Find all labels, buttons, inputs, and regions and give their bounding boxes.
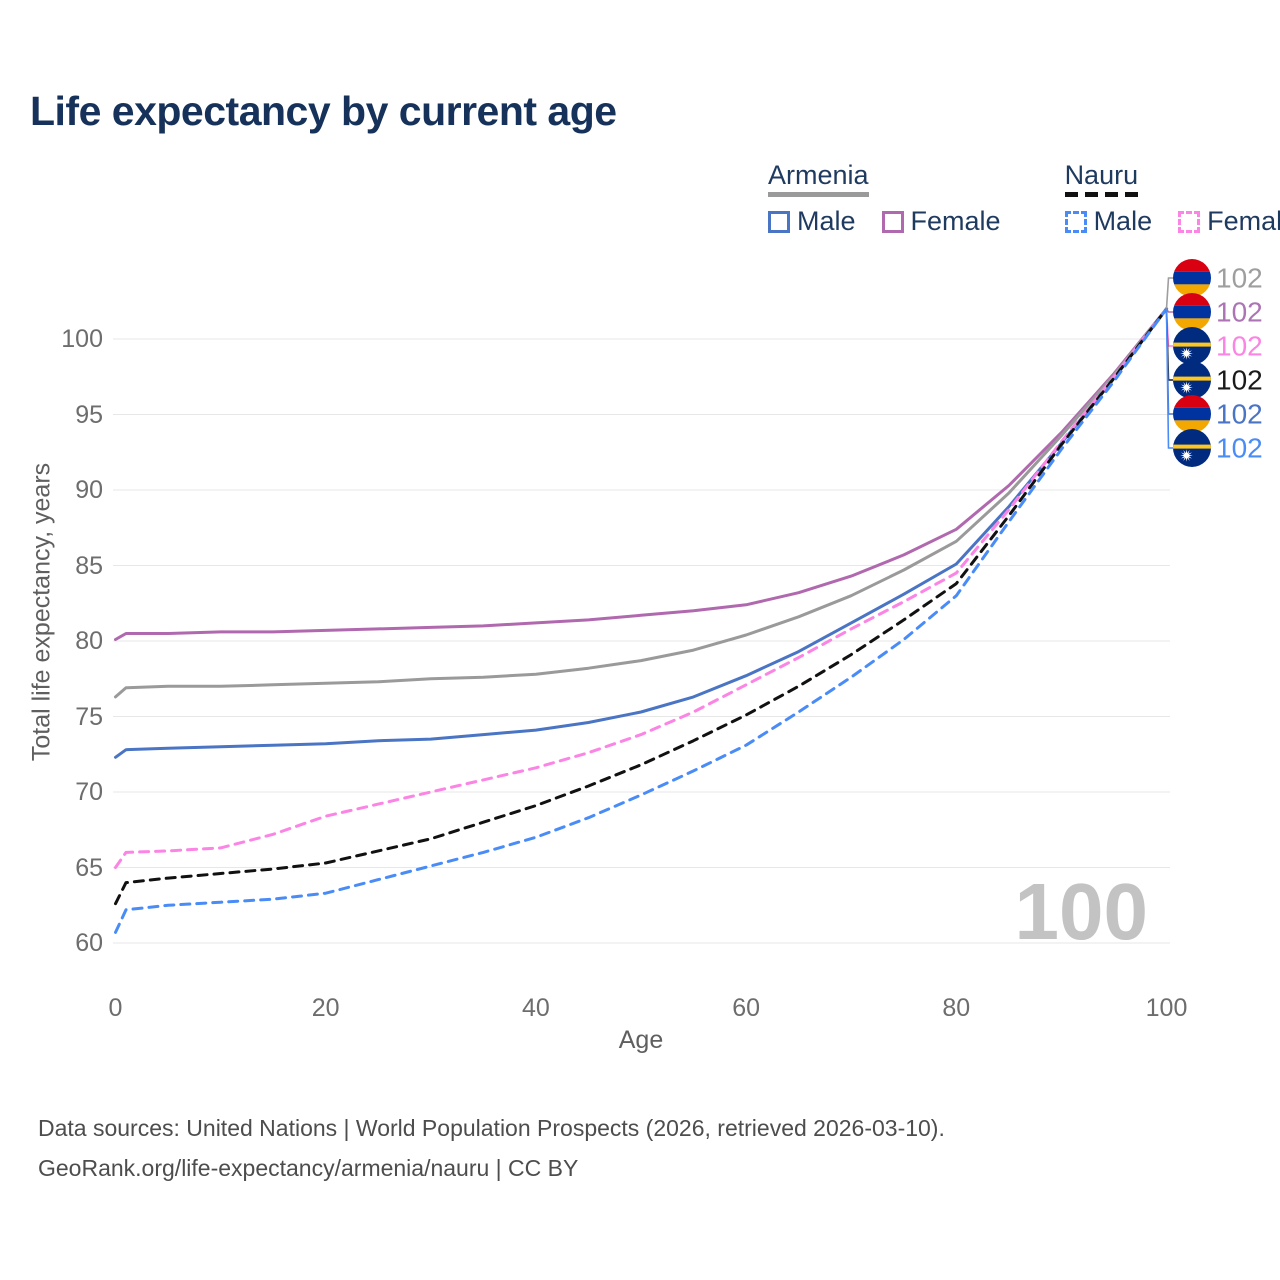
nauru-male-swatch-icon[interactable] bbox=[1064, 210, 1087, 233]
armenia-line-sample bbox=[768, 192, 869, 197]
legend-label-nauru-male: Male bbox=[1093, 206, 1153, 236]
series-line-nauru bbox=[114, 307, 1168, 906]
age-counter-watermark: 100 bbox=[1014, 867, 1148, 956]
legend-item-armenia-female[interactable]: Female bbox=[881, 206, 1001, 237]
end-value-label: 102 bbox=[1216, 263, 1263, 294]
legend-item-nauru-male[interactable]: Male bbox=[1064, 206, 1153, 237]
y-tick-label-70: 70 bbox=[75, 778, 103, 806]
end-value-label: 102 bbox=[1216, 331, 1263, 362]
nauru-flag-icon bbox=[1173, 429, 1211, 467]
armenia-flag-icon bbox=[1173, 293, 1211, 331]
x-tick-label-40: 40 bbox=[521, 994, 550, 1022]
x-tick-label-20: 20 bbox=[311, 994, 340, 1022]
end-value-label: 102 bbox=[1216, 297, 1263, 328]
leader-line-4 bbox=[1165, 308, 1173, 415]
armenia-female-swatch-icon[interactable] bbox=[881, 210, 904, 233]
series-line-armenia bbox=[114, 307, 1168, 699]
data-sources-line1: Data sources: United Nations | World Pop… bbox=[38, 1115, 945, 1141]
y-tick-label-85: 85 bbox=[75, 551, 103, 580]
nauru-female-swatch-icon[interactable] bbox=[1178, 210, 1201, 233]
gridlines bbox=[113, 338, 1170, 944]
y-tick-label-60: 60 bbox=[75, 929, 103, 957]
series-line-nauru-male bbox=[114, 307, 1168, 934]
y-tick-label-90: 90 bbox=[75, 476, 103, 504]
x-tick-label-80: 80 bbox=[942, 994, 971, 1022]
leader-line-3 bbox=[1165, 308, 1173, 381]
x-tick-label-60: 60 bbox=[732, 994, 760, 1022]
leader-line-5 bbox=[1165, 308, 1173, 449]
series-line-armenia-female bbox=[114, 307, 1168, 641]
x-axis-title: Age bbox=[618, 1026, 664, 1054]
page-title: Life expectancy by current age bbox=[30, 88, 617, 134]
y-tick-label-95: 95 bbox=[75, 400, 103, 429]
armenia-male-swatch-icon[interactable] bbox=[768, 210, 790, 233]
nauru-flag-icon bbox=[1173, 327, 1211, 365]
armenia-flag-icon bbox=[1173, 259, 1211, 297]
leader-line-2 bbox=[1165, 308, 1173, 347]
legend-country-title-armenia: Armenia bbox=[768, 160, 869, 190]
y-axis-title: Total life expectancy, years bbox=[27, 462, 56, 762]
legend-label-armenia-male: Male bbox=[797, 206, 856, 236]
legend-label-armenia-female: Female bbox=[910, 206, 1001, 236]
series-line-nauru-female bbox=[114, 307, 1168, 869]
legend-group-nauru: Nauru Male Female bbox=[1064, 160, 1280, 237]
end-value-label: 102 bbox=[1216, 433, 1263, 464]
end-label-leader-lines bbox=[1165, 277, 1173, 449]
data-sources-line2: GeoRank.org/life-expectancy/armenia/naur… bbox=[38, 1155, 579, 1181]
nauru-flag-icon bbox=[1173, 361, 1211, 399]
x-tick-label-100: 100 bbox=[1145, 994, 1188, 1022]
end-value-label: 102 bbox=[1216, 365, 1263, 396]
leader-line-1 bbox=[1165, 308, 1173, 313]
x-tick-label-0: 0 bbox=[108, 994, 123, 1022]
data-sources: Data sources: United Nations | World Pop… bbox=[38, 1108, 945, 1188]
series-line-armenia-male bbox=[114, 307, 1168, 759]
y-tick-label-100: 100 bbox=[61, 325, 103, 353]
armenia-flag-icon bbox=[1173, 395, 1211, 433]
end-value-label: 102 bbox=[1216, 399, 1263, 430]
series-lines bbox=[114, 307, 1168, 934]
legend-country-title-nauru: Nauru bbox=[1064, 160, 1139, 190]
legend-label-nauru-female: Female bbox=[1207, 206, 1280, 236]
legend: Armenia Male Female Nauru Male bbox=[768, 160, 1280, 237]
y-tick-label-65: 65 bbox=[75, 853, 103, 882]
nauru-line-sample bbox=[1064, 192, 1139, 197]
leader-line-0 bbox=[1165, 277, 1173, 309]
legend-item-armenia-male[interactable]: Male bbox=[768, 206, 856, 237]
y-tick-label-75: 75 bbox=[75, 702, 103, 731]
legend-group-armenia: Armenia Male Female bbox=[768, 160, 1001, 237]
y-tick-label-80: 80 bbox=[75, 627, 103, 655]
legend-item-nauru-female[interactable]: Female bbox=[1178, 206, 1280, 237]
